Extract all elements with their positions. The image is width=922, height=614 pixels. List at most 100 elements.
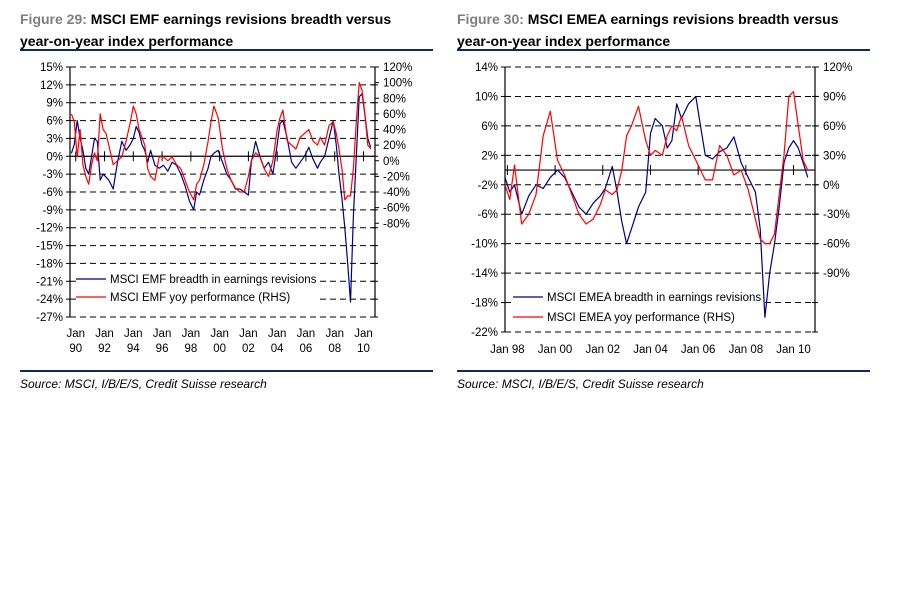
x-tick-label: Jan 00 <box>538 344 573 356</box>
figure-29-source: Source: MSCI, I/B/E/S, Credit Suisse res… <box>20 377 267 391</box>
x-tick-label: Jan 02 <box>586 344 621 356</box>
y2-tick-label: 80% <box>383 93 406 105</box>
figure-30-title-rule <box>457 49 870 51</box>
y2-tick-label: -60% <box>383 203 410 215</box>
figure-29-title-line1: MSCI EMF earnings revisions breadth vers… <box>90 11 392 27</box>
y2-tick-label: 0% <box>383 156 400 168</box>
chart-emea: 14% 10% 6% 2% -2% -6% -10% -14% -18% -22% 120% 90% 6… <box>471 62 852 356</box>
y-tick-label: -18% <box>36 258 63 270</box>
legend-label-breadth: MSCI EMEA breadth in earnings revisions <box>547 292 761 304</box>
y-tick-label: -24% <box>36 294 63 306</box>
x-tick-label: Jan 06 <box>681 344 716 356</box>
y-tick-label: 3% <box>46 133 63 145</box>
y-tick-label: -12% <box>36 223 63 235</box>
figure-29: Figure 29: MSCI EMF earnings revisions b… <box>20 0 460 400</box>
legend-label-yoy: MSCI EMEA yoy performance (RHS) <box>547 312 735 324</box>
y-tick-label: -18% <box>471 298 498 310</box>
x-tick-label-month: Jan <box>182 328 201 340</box>
y-tick-label: 12% <box>40 80 63 92</box>
x-tick-label-year: 02 <box>242 343 255 355</box>
x-tick-label-year: 04 <box>271 343 284 355</box>
legend-background <box>76 267 319 303</box>
x-tick-label: Jan 08 <box>729 344 764 356</box>
series-line-yoy <box>504 90 809 245</box>
y-tick-label: 14% <box>475 62 498 74</box>
x-tick-label-month: Jan <box>95 328 114 340</box>
y-tick-label: 15% <box>40 62 63 74</box>
x-tick-label-month: Jan <box>325 328 344 340</box>
figure-30-number: Figure 30: <box>457 11 524 27</box>
legend-label-yoy: MSCI EMF yoy performance (RHS) <box>110 292 290 304</box>
figure-29-title-line2: year-on-year index performance <box>20 33 234 49</box>
y-tick-label: -9% <box>43 205 63 217</box>
y2-tick-label: -20% <box>383 171 410 183</box>
x-tick-label-year: 98 <box>184 343 197 355</box>
x-tick-label-month: Jan <box>239 328 258 340</box>
y2-tick-label: 120% <box>823 62 852 74</box>
y-tick-label: -10% <box>471 239 498 251</box>
y2-tick-label: 100% <box>383 78 412 90</box>
x-tick-label-year: 92 <box>98 343 111 355</box>
x-tick-label-year: 10 <box>357 343 370 355</box>
figure-30-source-rule <box>457 370 870 372</box>
figure-29-number: Figure 29: <box>20 11 87 27</box>
legend-label-breadth: MSCI EMF breadth in earnings revisions <box>110 274 317 286</box>
y2-tick-label: -90% <box>823 268 850 280</box>
y-tick-label: -27% <box>36 312 63 324</box>
x-tick-label-month: Jan <box>66 328 85 340</box>
y-tick-label: 2% <box>481 150 498 162</box>
x-tick-label-year: 96 <box>156 343 169 355</box>
x-tick-label-year: 00 <box>213 343 226 355</box>
y-tick-label: 9% <box>46 98 63 110</box>
y2-tick-label: 40% <box>383 125 406 137</box>
y-tick-label: -6% <box>478 209 498 221</box>
y-tick-label: -14% <box>471 268 498 280</box>
y2-tick-label: 60% <box>823 121 846 133</box>
y-tick-label: -3% <box>43 169 63 181</box>
series-line-yoy <box>70 82 372 201</box>
figure-30: Figure 30: MSCI EMEA earnings revisions … <box>457 0 897 400</box>
x-tick-label: Jan 04 <box>633 344 668 356</box>
figure-29-title-rule <box>20 49 433 51</box>
x-tick-label-month: Jan <box>210 328 229 340</box>
y2-tick-label: -40% <box>383 187 410 199</box>
legend-background <box>513 285 764 323</box>
y-tick-label: -22% <box>471 327 498 339</box>
x-tick-label: Jan 10 <box>776 344 811 356</box>
figure-29-source-rule <box>20 370 433 372</box>
y-tick-label: -2% <box>478 180 498 192</box>
y-tick-label: 6% <box>481 121 498 133</box>
x-tick-label-month: Jan <box>297 328 316 340</box>
y-tick-label: -6% <box>43 187 63 199</box>
y-tick-label: -15% <box>36 241 63 253</box>
x-tick-label: Jan 98 <box>490 344 525 356</box>
x-tick-label-year: 90 <box>69 343 82 355</box>
figure-29-title: Figure 29: MSCI EMF earnings revisions b… <box>20 8 391 52</box>
chart-emf: 15% 12% 9% 6% 3% 0% -3% -6% -9% -12% -15% -18% -21% -… <box>36 62 412 355</box>
y-tick-label: 0% <box>46 151 63 163</box>
x-tick-label-month: Jan <box>153 328 172 340</box>
y-tick-label: 6% <box>46 116 63 128</box>
x-tick-label-year: 06 <box>300 343 313 355</box>
x-tick-label-year: 08 <box>328 343 341 355</box>
y-tick-label: 10% <box>475 91 498 103</box>
y2-tick-label: -80% <box>383 218 410 230</box>
x-tick-label-month: Jan <box>124 328 143 340</box>
y2-tick-label: 0% <box>823 180 840 192</box>
figure-30-title-line1: MSCI EMEA earnings revisions breadth ver… <box>527 11 839 27</box>
x-tick-label-year: 94 <box>127 343 140 355</box>
y2-tick-label: -30% <box>823 209 850 221</box>
series-line-breadth <box>70 93 372 303</box>
figure-30-source: Source: MSCI, I/B/E/S, Credit Suisse res… <box>457 377 704 391</box>
y2-tick-label: 20% <box>383 140 406 152</box>
figure-30-title: Figure 30: MSCI EMEA earnings revisions … <box>457 8 838 52</box>
y2-tick-label: 90% <box>823 91 846 103</box>
series-line-breadth <box>504 95 809 318</box>
x-tick-label-month: Jan <box>268 328 287 340</box>
x-tick-label-month: Jan <box>354 328 373 340</box>
y2-tick-label: -60% <box>823 239 850 251</box>
y-tick-label: -21% <box>36 276 63 288</box>
y2-tick-label: 120% <box>383 62 412 74</box>
figure-30-title-line2: year-on-year index performance <box>457 33 671 49</box>
y2-tick-label: 30% <box>823 150 846 162</box>
